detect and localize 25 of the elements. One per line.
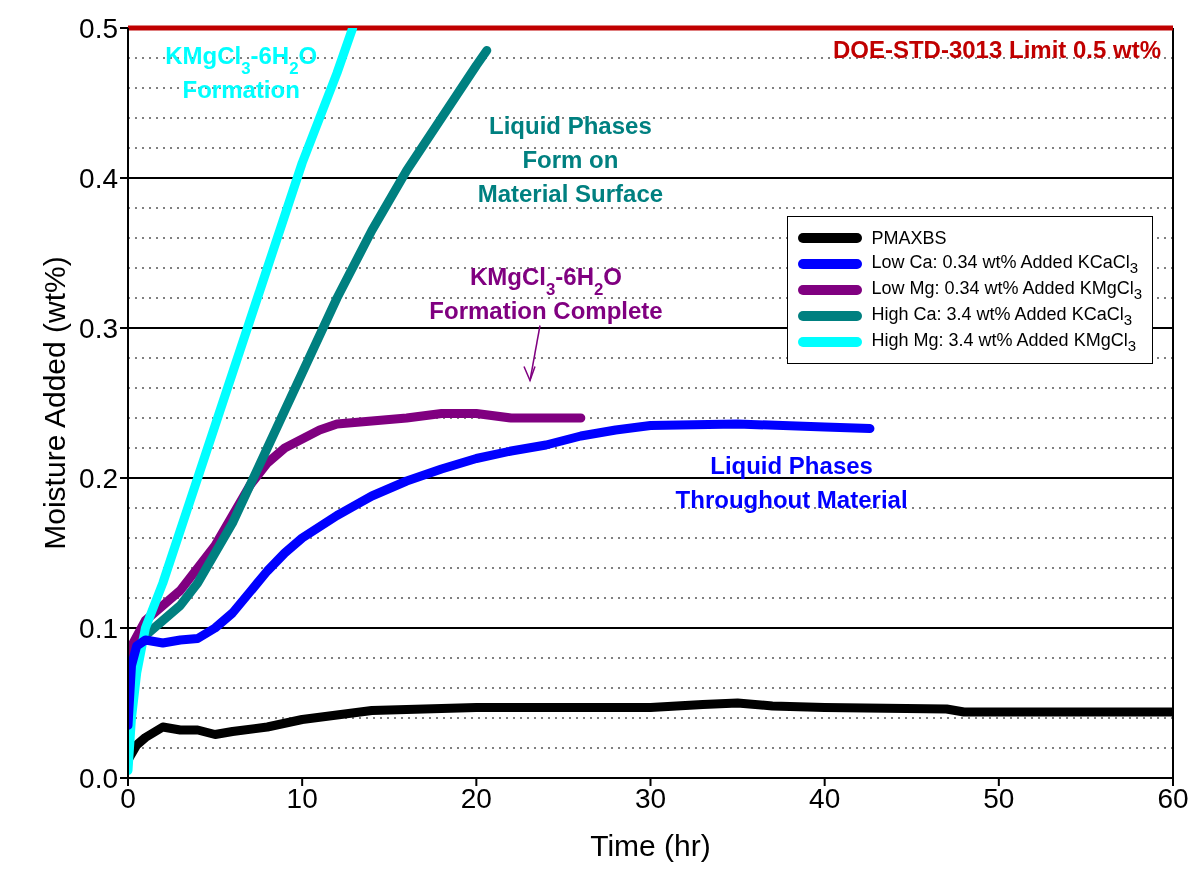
x-tick-label: 40 <box>809 782 841 814</box>
x-axis-title: Time (hr) <box>590 829 711 862</box>
legend-label: High Mg: 3.4 wt% Added KMgCl$_{3}$ <box>871 330 1136 354</box>
y-tick-label: 0.4 <box>79 162 118 194</box>
x-tick-label: 10 <box>286 782 318 814</box>
y-tick-label: 0.3 <box>79 312 118 344</box>
x-tick-label: 0 <box>120 782 136 814</box>
annotation: Liquid Phases Form on Material Surface <box>477 112 664 207</box>
annotation: KMgCl$_{3}$-6H$_{2}$O Formation <box>165 42 318 103</box>
x-tick-label: 50 <box>983 782 1015 814</box>
y-tick-label: 0.0 <box>79 762 118 794</box>
legend-label: PMAXBS <box>871 227 947 249</box>
annotation: Liquid Phases Throughout Material <box>675 451 908 513</box>
x-tick-label: 20 <box>460 782 492 814</box>
y-axis-title: Moisture Added (wt%) <box>37 256 71 550</box>
x-tick-label: 60 <box>1157 782 1189 814</box>
y-tick-label: 0.5 <box>79 12 118 44</box>
y-tick-label: 0.2 <box>79 462 118 494</box>
legend-label: Low Mg: 0.34 wt% Added KMgCl$_{3}$ <box>871 278 1142 302</box>
y-tick-label: 0.1 <box>79 612 118 644</box>
annotation: KMgCl$_{3}$-6H$_{2}$O Formation Complete <box>429 262 663 324</box>
x-tick-label: 30 <box>634 782 667 814</box>
legend-label: High Ca: 3.4 wt% Added KCaCl$_{3}$ <box>871 304 1132 328</box>
legend-label: Low Ca: 0.34 wt% Added KCaCl$_{3}$ <box>871 252 1139 276</box>
ref-line-label: DOE-STD-3013 Limit 0.5 wt% <box>832 36 1161 63</box>
